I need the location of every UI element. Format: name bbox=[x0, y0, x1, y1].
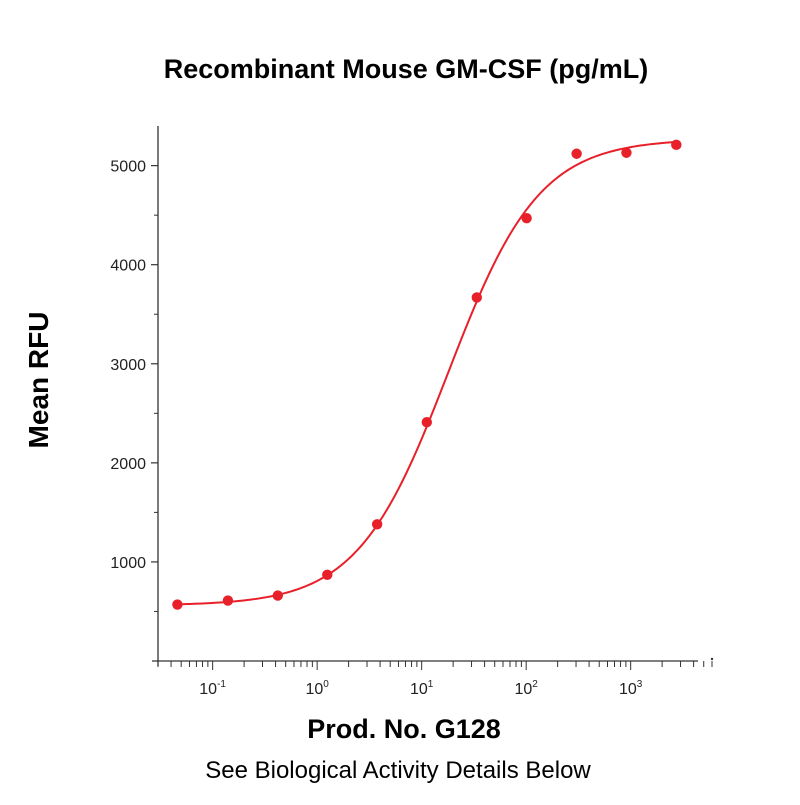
chart-title: Recombinant Mouse GM-CSF (pg/mL) bbox=[164, 54, 648, 84]
axes bbox=[152, 126, 714, 666]
x-axis-end-mark bbox=[710, 657, 714, 661]
data-point bbox=[222, 595, 234, 606]
data-point bbox=[322, 569, 333, 581]
y-ticks: 1000 2000 3000 4000 5000 bbox=[110, 159, 158, 612]
data-point bbox=[671, 139, 682, 151]
data-points bbox=[172, 139, 682, 610]
y-tick-label: 1000 bbox=[110, 555, 146, 572]
data-point bbox=[471, 292, 483, 303]
data-point bbox=[371, 519, 383, 530]
data-point bbox=[621, 147, 632, 158]
data-point bbox=[571, 148, 582, 159]
caption: See Biological Activity Details Below bbox=[205, 757, 591, 784]
fit-curve-group bbox=[177, 140, 677, 606]
fit-curve bbox=[177, 140, 677, 606]
x-ticks: 10-1 100 101 102 103 bbox=[157, 661, 713, 698]
data-point bbox=[421, 417, 433, 428]
x-tick-label: 101 bbox=[410, 679, 434, 698]
y-axis-label: Mean RFU bbox=[23, 312, 54, 449]
x-tick-label: 102 bbox=[514, 679, 538, 698]
y-tick-label: 2000 bbox=[110, 456, 146, 473]
x-tick-label: 10-1 bbox=[199, 679, 226, 698]
data-point bbox=[272, 590, 283, 601]
x-tick-label: 103 bbox=[619, 679, 643, 698]
y-tick-label: 4000 bbox=[110, 258, 146, 275]
y-tick-label: 3000 bbox=[110, 357, 146, 374]
x-axis-label: Prod. No. G128 bbox=[307, 714, 501, 744]
x-tick-label: 100 bbox=[305, 679, 329, 698]
y-tick-label: 5000 bbox=[110, 159, 146, 176]
data-point bbox=[172, 599, 183, 610]
data-point bbox=[521, 212, 532, 224]
